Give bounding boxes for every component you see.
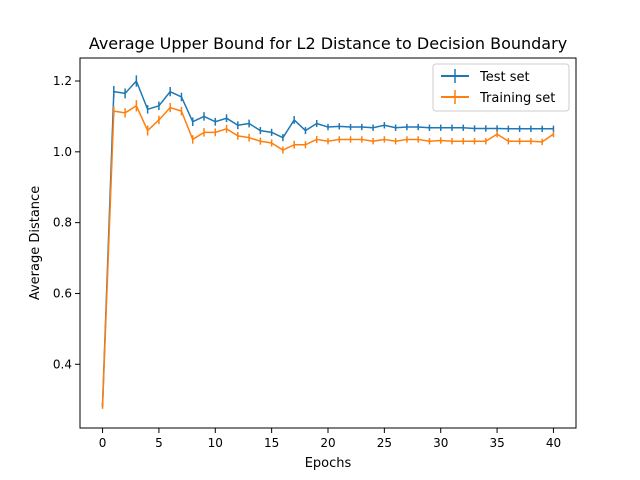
- series-1: [101, 100, 555, 409]
- x-tick-label: 35: [489, 436, 504, 450]
- x-tick-label: 25: [377, 436, 392, 450]
- y-tick-label: 0.8: [53, 216, 72, 230]
- x-tick-label: 15: [264, 436, 279, 450]
- y-tick-label: 0.4: [53, 357, 72, 371]
- y-axis: 0.4 0.6 0.8 1.0 1.2: [53, 74, 80, 371]
- x-tick-label: 40: [546, 436, 561, 450]
- y-axis-label: Average Distance: [28, 186, 43, 300]
- y-tick-label: 0.6: [53, 286, 72, 300]
- legend: Test set Training set: [432, 63, 570, 112]
- x-axis: 0 5 10 15 20 25 30 35 40: [99, 428, 561, 450]
- legend-label-test: Test set: [479, 70, 530, 85]
- legend-entry-training: Training set: [441, 90, 555, 106]
- legend-entry-test: Test set: [441, 69, 530, 85]
- x-tick-label: 5: [155, 436, 163, 450]
- x-tick-label: 10: [208, 436, 223, 450]
- chart-title: Average Upper Bound for L2 Distance to D…: [89, 34, 567, 53]
- legend-label-training: Training set: [479, 91, 555, 106]
- x-tick-label: 0: [99, 436, 107, 450]
- y-tick-label: 1.2: [53, 74, 72, 88]
- x-tick-label: 30: [433, 436, 448, 450]
- x-axis-label: Epochs: [305, 456, 352, 471]
- y-tick-label: 1.0: [53, 145, 72, 159]
- x-tick-label: 20: [320, 436, 335, 450]
- series-0: [101, 75, 555, 408]
- plot-area: [101, 75, 555, 409]
